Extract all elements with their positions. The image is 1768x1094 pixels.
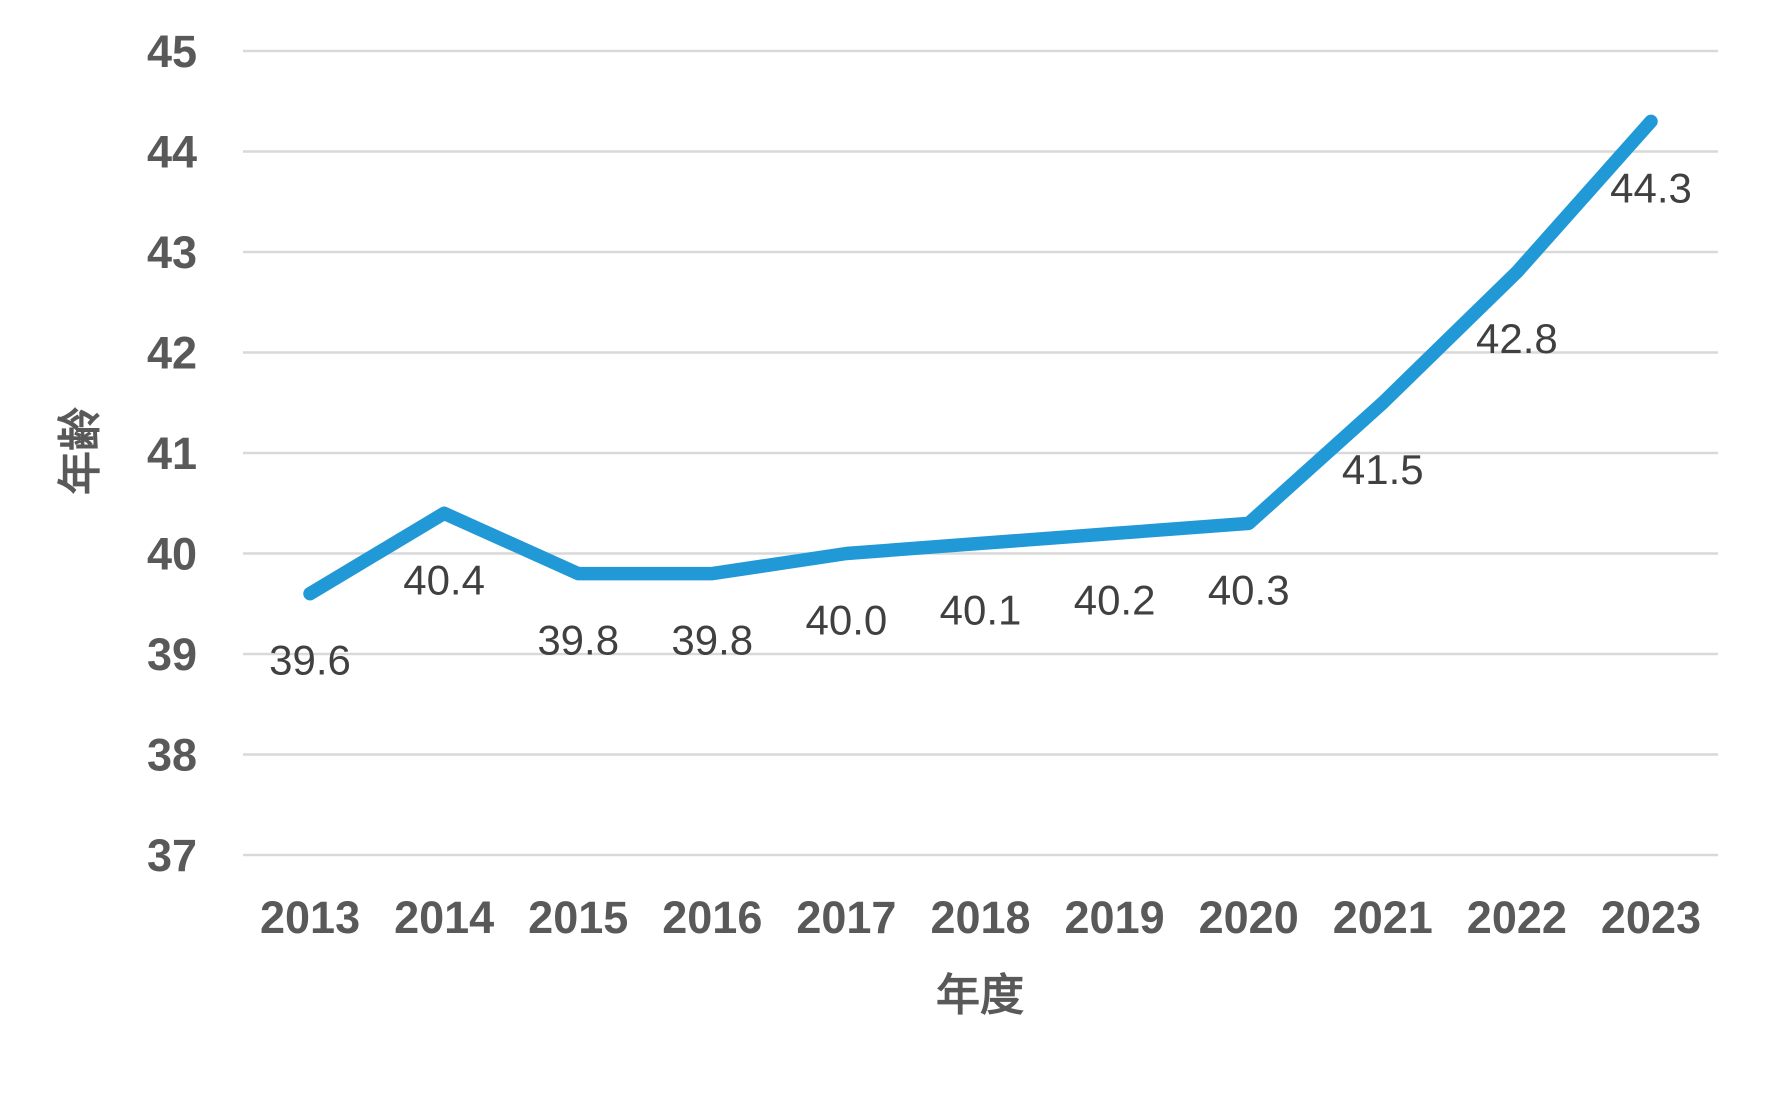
y-axis-tick-label: 44	[147, 127, 197, 178]
y-axis-tick-label: 40	[147, 529, 197, 580]
data-label: 40.4	[403, 556, 485, 603]
x-axis-tick-label: 2018	[930, 892, 1030, 943]
x-axis-tick-label: 2019	[1065, 892, 1165, 943]
data-label: 40.1	[940, 586, 1022, 633]
x-axis-tick-label: 2020	[1199, 892, 1299, 943]
data-label: 39.8	[537, 617, 619, 664]
x-axis-tick-label: 2015	[528, 892, 628, 943]
data-label: 44.3	[1610, 164, 1692, 211]
y-axis-tick-label: 39	[147, 629, 197, 680]
data-labels-group: 39.6 40.4 39.8 39.8 40.0 40.1 40.2 40.3 41.5 42.8…	[269, 164, 1692, 683]
data-series-line	[303, 114, 1658, 601]
x-axis-tick-label: 2017	[796, 892, 896, 943]
x-axis-tick-label: 2016	[662, 892, 762, 943]
data-label: 42.8	[1476, 315, 1558, 362]
data-label: 40.0	[806, 597, 888, 644]
x-axis-tick-label: 2021	[1333, 892, 1433, 943]
data-label: 39.6	[269, 637, 351, 684]
gridlines-group	[243, 49, 1718, 857]
y-axis-tick-label: 38	[147, 730, 197, 781]
data-label: 41.5	[1342, 446, 1424, 493]
y-axis-tick-label: 45	[147, 26, 197, 77]
data-label: 39.8	[671, 617, 753, 664]
x-axis-tick-label: 2022	[1467, 892, 1567, 943]
x-axis-tick-label: 2023	[1601, 892, 1701, 943]
x-axis-tick-label: 2014	[394, 892, 494, 943]
x-axis-title: 年度	[936, 971, 1024, 1020]
data-label: 40.3	[1208, 566, 1290, 613]
x-axis-tick-labels: 2013 2014 2015 2016 2017 2018 2019 2020 2021 2022…	[260, 892, 1701, 943]
y-axis-tick-label: 43	[147, 227, 197, 278]
y-axis-tick-labels: 37 38 39 40 41 42 43 44 45	[147, 26, 197, 881]
y-axis-tick-label: 41	[147, 428, 197, 479]
y-axis-tick-label: 42	[147, 328, 197, 379]
x-axis-tick-label: 2013	[260, 892, 360, 943]
y-axis-tick-label: 37	[147, 830, 197, 881]
y-axis-title: 年齢	[56, 407, 105, 495]
data-label: 40.2	[1074, 576, 1156, 623]
